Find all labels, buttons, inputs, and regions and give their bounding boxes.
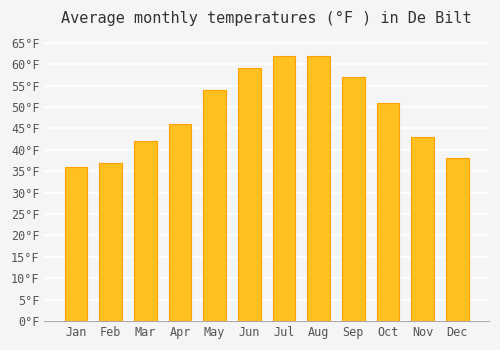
Bar xyxy=(342,77,364,321)
Bar xyxy=(377,103,400,321)
Title: Average monthly temperatures (°F ) in De Bilt: Average monthly temperatures (°F ) in De… xyxy=(62,11,472,26)
Bar xyxy=(204,90,226,321)
Bar xyxy=(308,56,330,321)
Bar xyxy=(100,163,122,321)
Bar xyxy=(168,124,192,321)
Bar xyxy=(446,158,468,321)
Bar xyxy=(64,167,87,321)
Bar xyxy=(272,56,295,321)
Bar xyxy=(134,141,156,321)
Bar xyxy=(238,69,260,321)
Bar xyxy=(412,137,434,321)
